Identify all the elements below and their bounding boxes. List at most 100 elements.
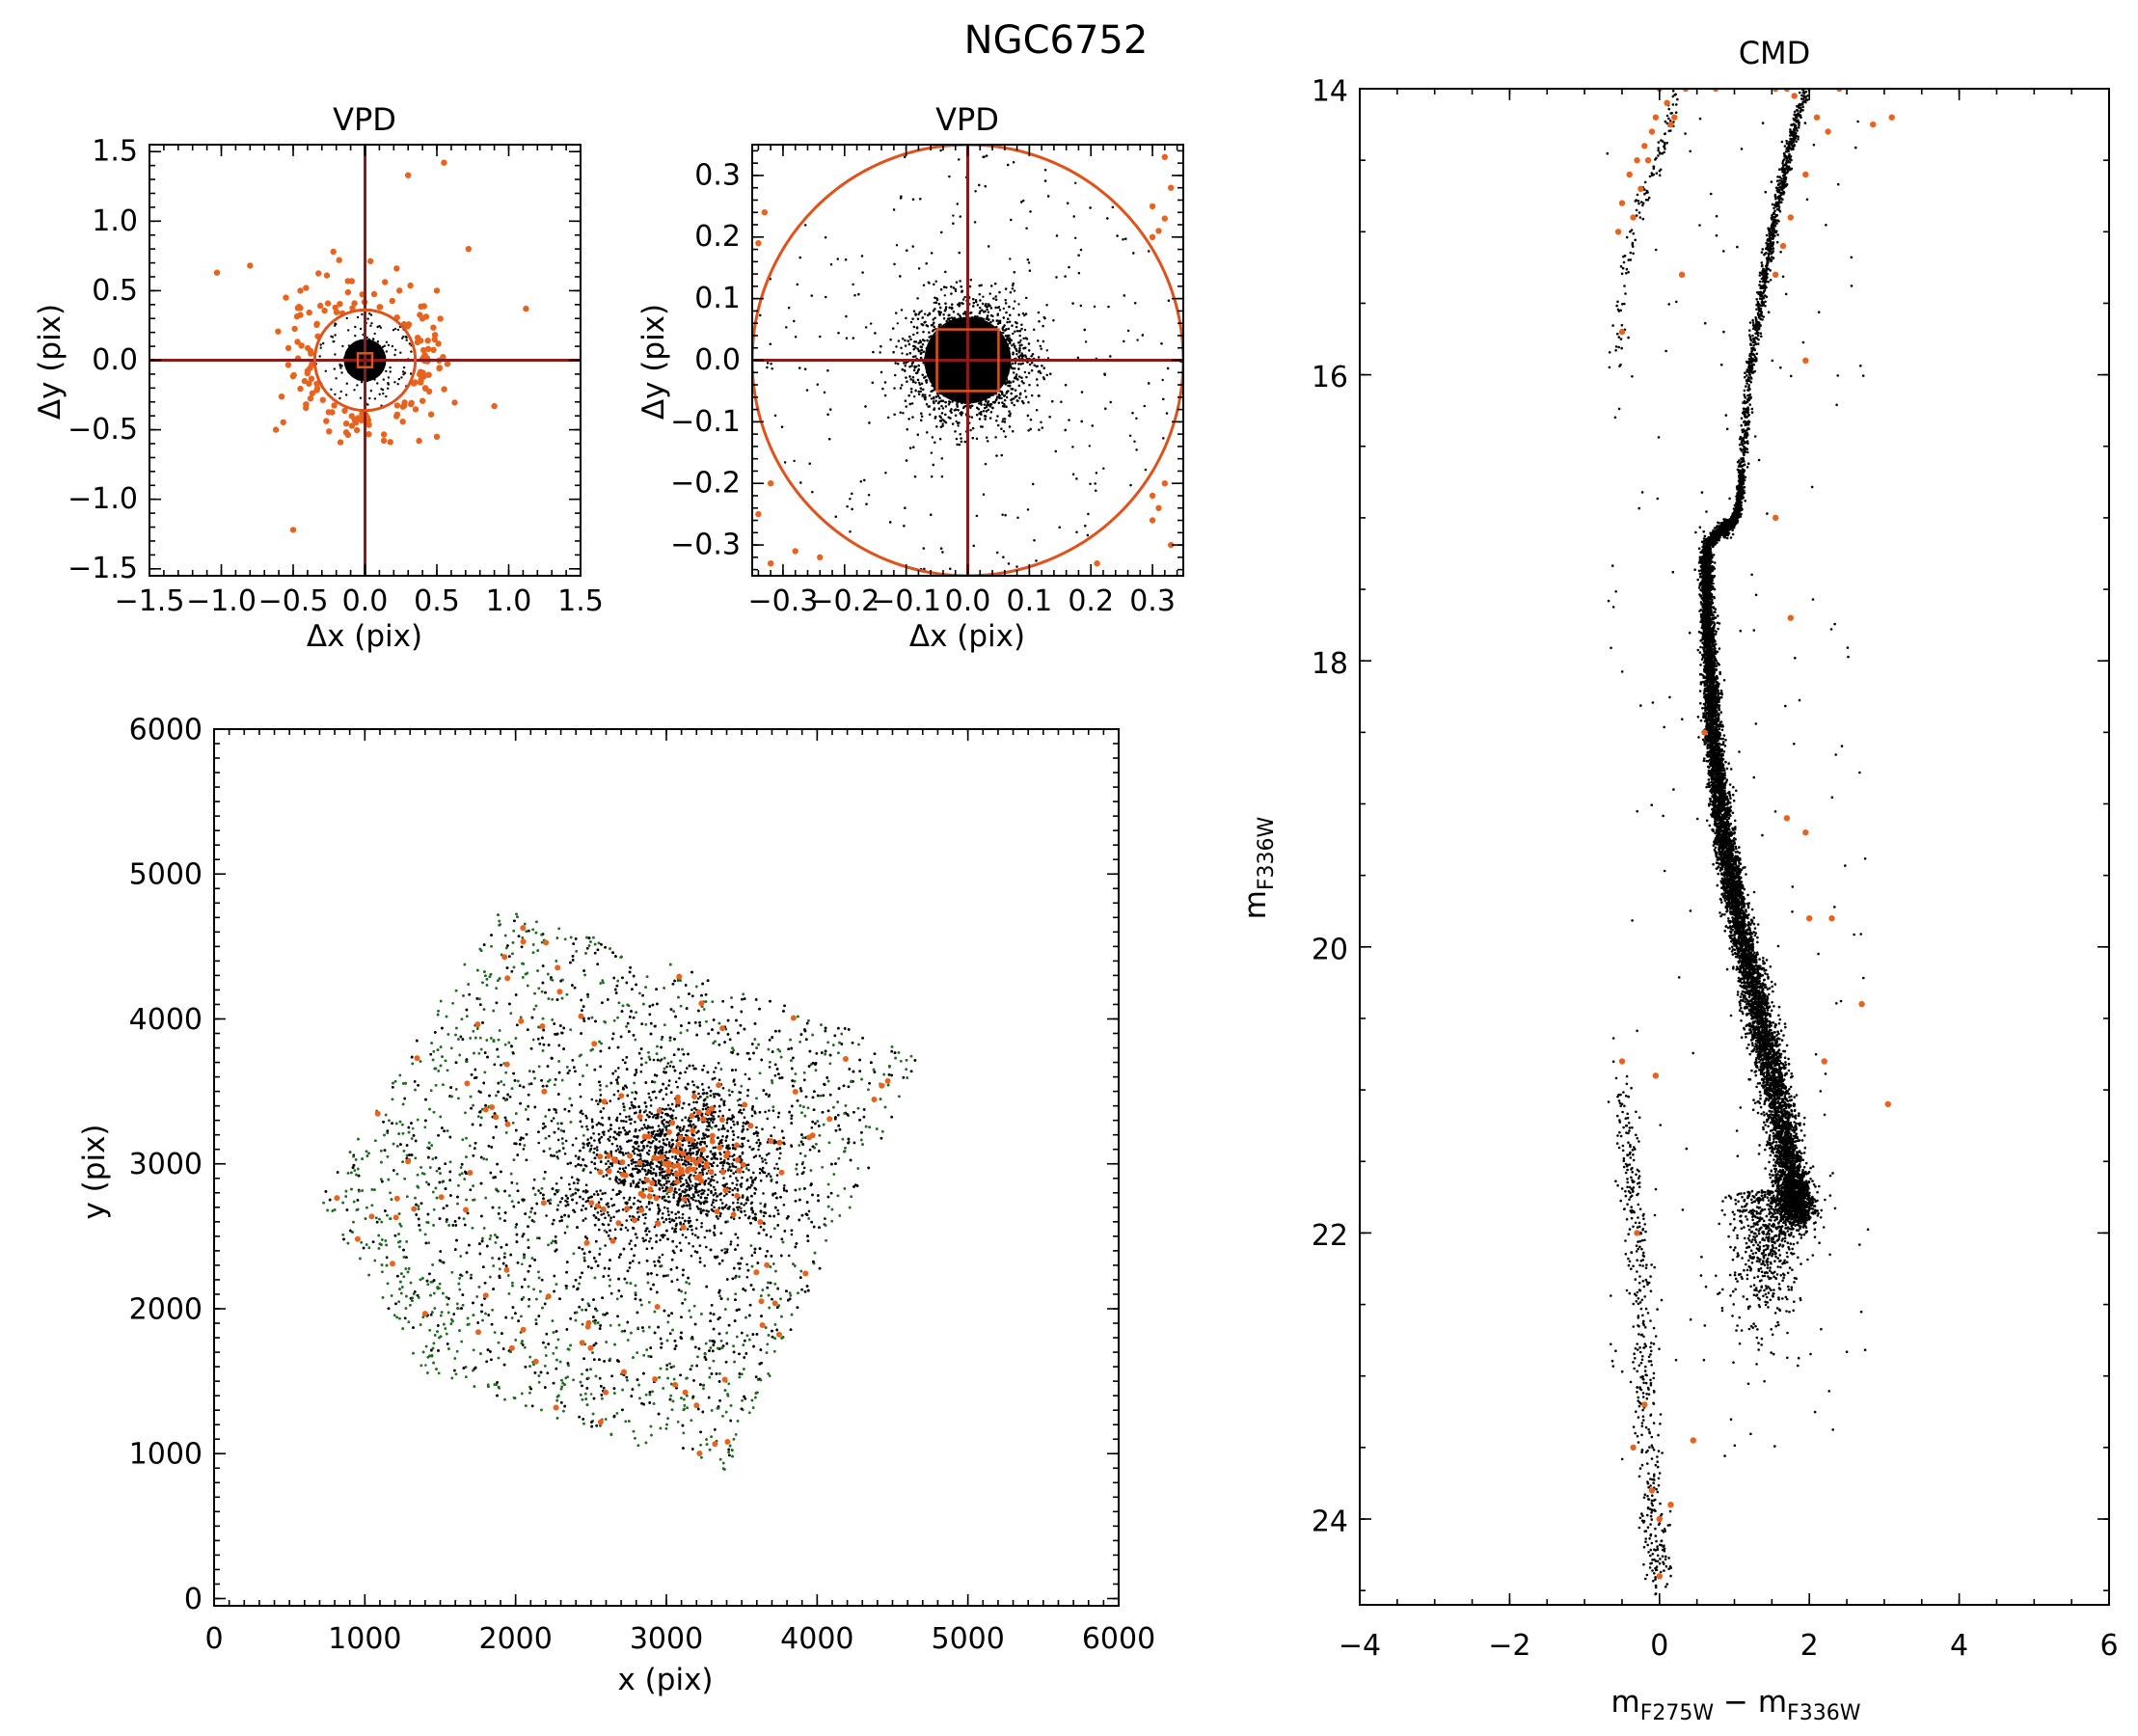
member-star	[954, 289, 958, 292]
member-star	[387, 383, 390, 386]
y-tick-label: −0.5	[68, 413, 138, 447]
member-star	[366, 403, 369, 406]
member-star	[400, 376, 403, 379]
member-star	[1004, 435, 1007, 438]
member-star	[1022, 199, 1025, 203]
member-star	[393, 348, 397, 351]
member-star	[793, 319, 796, 323]
field-star	[284, 362, 292, 368]
member-star	[913, 395, 916, 398]
field-star	[433, 287, 441, 294]
field-star	[393, 402, 401, 409]
member-star	[1001, 420, 1004, 423]
member-star	[354, 335, 357, 338]
field-star	[401, 402, 408, 409]
member-star	[1052, 319, 1055, 322]
member-star	[917, 312, 920, 316]
field-star	[329, 409, 336, 416]
x-tick-label: −1.0	[186, 584, 257, 618]
member-star	[934, 399, 937, 402]
member-star	[387, 387, 390, 390]
member-star	[910, 391, 913, 393]
member-star	[956, 443, 959, 447]
member-star	[979, 310, 982, 312]
field-star	[306, 309, 312, 316]
member-star	[912, 446, 915, 448]
field-star	[297, 287, 304, 294]
member-star	[334, 353, 337, 356]
member-star	[989, 320, 992, 324]
member-star	[1046, 357, 1050, 360]
member-star	[382, 392, 385, 395]
member-star	[373, 332, 376, 336]
member-star	[996, 551, 999, 555]
member-star	[985, 303, 988, 306]
member-star	[783, 461, 787, 464]
field-star	[433, 433, 441, 440]
field-star	[336, 257, 342, 263]
member-star	[816, 383, 819, 386]
member-star	[916, 347, 919, 350]
member-star	[1109, 400, 1112, 404]
member-star	[900, 346, 903, 349]
vpd-wide-xlabel: Δx (pix)	[307, 619, 422, 654]
member-star	[942, 313, 945, 316]
member-star	[981, 309, 984, 312]
member-star	[804, 224, 807, 227]
member-star	[391, 344, 394, 348]
member-star	[811, 491, 814, 494]
field-star	[304, 344, 311, 352]
member-star	[1102, 467, 1105, 470]
field-star	[309, 390, 316, 396]
member-star	[385, 350, 389, 353]
vpd-zoom-title: VPD	[935, 101, 999, 138]
member-star	[345, 382, 348, 385]
member-star	[955, 420, 958, 423]
member-star	[401, 337, 404, 339]
field-star	[324, 300, 332, 307]
member-star	[901, 352, 904, 355]
field-star	[348, 413, 355, 420]
member-star	[359, 396, 363, 399]
member-star	[950, 316, 954, 319]
member-star	[1012, 380, 1015, 383]
member-star	[1144, 468, 1148, 472]
member-star	[1009, 258, 1012, 260]
member-star	[409, 372, 413, 375]
figure-title: NGC6752	[964, 18, 1149, 63]
member-star	[368, 312, 371, 315]
member-star	[950, 408, 953, 411]
member-star	[396, 328, 400, 332]
field-star	[307, 395, 314, 402]
member-star	[1079, 304, 1083, 308]
member-star	[376, 325, 379, 329]
member-star	[379, 326, 383, 329]
member-star	[1027, 429, 1030, 432]
member-star	[861, 271, 864, 274]
field-star	[337, 439, 344, 446]
field-star	[427, 411, 435, 418]
member-star	[1011, 287, 1015, 290]
member-star	[1037, 356, 1041, 359]
member-star	[1010, 218, 1013, 222]
member-star	[1161, 378, 1164, 382]
member-star	[852, 337, 854, 339]
member-star	[887, 416, 890, 420]
member-star	[979, 299, 982, 302]
field-star	[332, 304, 338, 312]
member-star	[1036, 378, 1039, 381]
member-star	[1023, 328, 1027, 332]
field-star	[399, 419, 406, 425]
member-star	[894, 373, 897, 377]
member-star	[956, 303, 960, 306]
member-star	[333, 367, 336, 370]
selection-circle	[312, 308, 418, 413]
field-star	[419, 315, 426, 322]
vpd-wide-title: VPD	[333, 101, 396, 138]
member-star	[892, 208, 896, 211]
member-star	[385, 369, 388, 373]
member-star	[370, 322, 373, 325]
member-star	[943, 294, 946, 297]
member-star	[959, 215, 961, 218]
member-star	[345, 316, 348, 320]
